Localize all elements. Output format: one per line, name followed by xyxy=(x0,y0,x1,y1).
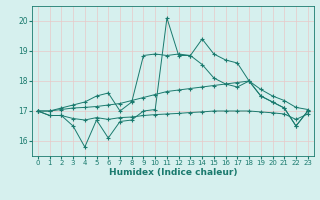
X-axis label: Humidex (Indice chaleur): Humidex (Indice chaleur) xyxy=(108,168,237,177)
